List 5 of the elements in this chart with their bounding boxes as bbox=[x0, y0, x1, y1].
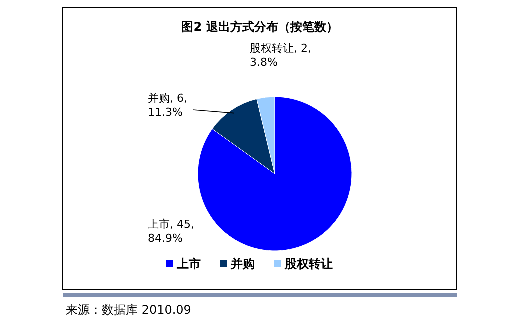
legend-label: 并购 bbox=[230, 257, 255, 271]
source-note: 来源：数据库 2010.09 bbox=[66, 303, 192, 317]
legend-label: 股权转让 bbox=[284, 257, 333, 271]
legend-label: 上市 bbox=[176, 257, 201, 271]
chart-title: 图2 退出方式分布（按笔数） bbox=[182, 20, 338, 34]
